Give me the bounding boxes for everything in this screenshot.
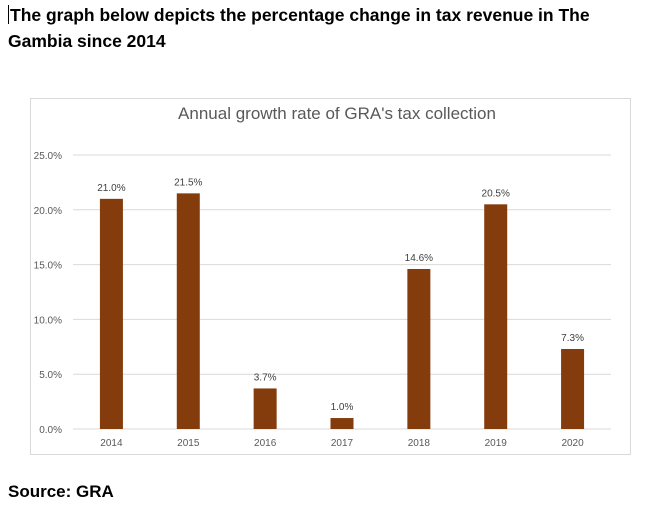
bars [99, 193, 585, 429]
x-tick-label: 2015 [177, 438, 200, 449]
page-heading: The graph below depicts the percentage c… [8, 2, 638, 54]
bar-chart: Annual growth rate of GRA's tax collecti… [34, 104, 611, 449]
y-tick-label: 10.0% [34, 315, 62, 326]
bar-2017 [330, 418, 354, 429]
x-tick-label: 2020 [561, 438, 584, 449]
chart-title: Annual growth rate of GRA's tax collecti… [178, 104, 496, 123]
bar-2020 [561, 348, 585, 429]
x-tick-label: 2018 [408, 438, 431, 449]
y-axis-ticks: 0.0% 5.0% 10.0% 15.0% 20.0% 25.0% [34, 151, 62, 436]
data-label: 14.6% [405, 253, 433, 264]
x-tick-label: 2014 [100, 438, 123, 449]
bar-2014 [99, 198, 123, 429]
chart-frame: Annual growth rate of GRA's tax collecti… [30, 98, 631, 455]
x-axis-ticks: 2014 2015 2016 2017 2018 2019 2020 [100, 438, 584, 449]
bar-2015 [176, 193, 200, 429]
data-label: 21.5% [174, 177, 202, 188]
data-label: 1.0% [331, 402, 354, 413]
bar-2018 [407, 268, 431, 429]
bar-2016 [253, 388, 277, 429]
y-tick-label: 5.0% [39, 370, 62, 381]
data-label: 3.7% [254, 372, 277, 383]
page-heading-text: The graph below depicts the percentage c… [8, 5, 590, 51]
gridlines [73, 154, 611, 430]
data-label: 21.0% [97, 183, 125, 194]
y-tick-label: 25.0% [34, 151, 62, 162]
x-tick-label: 2017 [331, 438, 354, 449]
data-label: 7.3% [561, 333, 584, 344]
data-label: 20.5% [482, 188, 510, 199]
x-tick-label: 2016 [254, 438, 277, 449]
y-tick-label: 20.0% [34, 206, 62, 217]
y-tick-label: 15.0% [34, 261, 62, 272]
source-note: Source: GRA [8, 482, 114, 501]
text-cursor [8, 5, 9, 24]
data-labels: 21.0% 21.5% 3.7% 1.0% 14.6% 20.5% 7.3% [97, 177, 584, 413]
x-tick-label: 2019 [485, 438, 508, 449]
bar-2019 [484, 204, 508, 429]
y-tick-label: 0.0% [39, 425, 62, 436]
